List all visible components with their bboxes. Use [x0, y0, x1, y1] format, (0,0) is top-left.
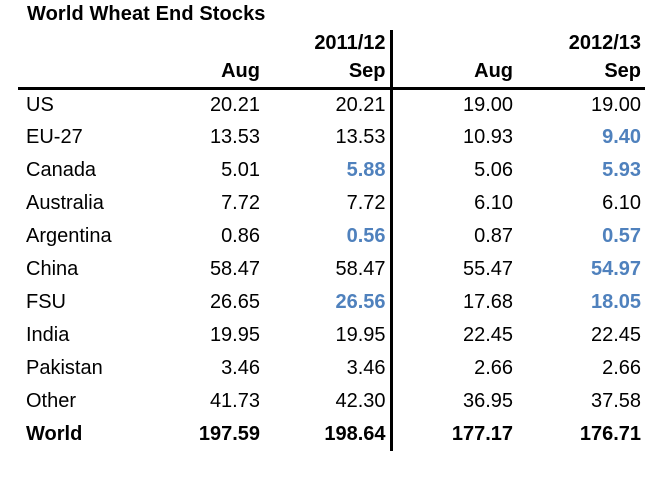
row-label: Australia — [26, 192, 104, 214]
month-header-aug-2011: Aug — [142, 57, 264, 90]
cell-value: 5.01 — [221, 159, 260, 181]
cell-value: 42.30 — [264, 385, 393, 418]
cell-value: 7.72 — [264, 187, 393, 220]
cell-value: 2.66 — [474, 357, 514, 379]
cell-value: 5.93 — [602, 159, 642, 181]
cell-value: 26.65 — [209, 291, 260, 313]
table-row-us: US 20.21 20.21 19.00 19.00 — [18, 88, 645, 121]
cell-value: 37.58 — [590, 390, 642, 412]
cell-value: 20.21 — [209, 93, 260, 116]
row-label: Pakistan — [26, 357, 103, 379]
cell-value: 0.86 — [221, 225, 260, 247]
table-row-china: China 58.47 58.47 55.47 54.97 — [18, 253, 645, 286]
month-header-row: Aug Sep Aug Sep — [18, 57, 646, 90]
cell-value: 6.10 — [474, 192, 514, 214]
cell-value: 19.00 — [590, 93, 642, 116]
month-header-aug-2012: Aug — [391, 57, 518, 90]
table-row-pakistan: Pakistan 3.46 3.46 2.66 2.66 — [18, 352, 645, 385]
month-header-sep-2011: Sep — [264, 57, 393, 90]
row-label: FSU — [26, 291, 66, 313]
cell-value: 19.00 — [462, 93, 514, 116]
year-header-row: 2011/12 2012/13 — [18, 30, 645, 57]
cell-value: 55.47 — [462, 258, 514, 280]
cell-value: 7.72 — [221, 192, 260, 214]
cell-value: 54.97 — [590, 258, 642, 280]
table-row-fsu: FSU 26.65 26.56 17.68 18.05 — [18, 286, 645, 319]
cell-value: 176.71 — [579, 423, 642, 445]
table-row-world: World 197.59 198.64 177.17 176.71 — [18, 418, 645, 451]
table-row-australia: Australia 7.72 7.72 6.10 6.10 — [18, 187, 645, 220]
row-label: US — [26, 93, 54, 116]
cell-value: 0.87 — [474, 225, 514, 247]
table-row-india: India 19.95 19.95 22.45 22.45 — [18, 319, 645, 352]
row-label: Canada — [26, 159, 97, 181]
row-label: EU-27 — [26, 126, 83, 148]
month-header-sep-2012: Sep — [517, 57, 646, 90]
cell-value: 0.57 — [602, 225, 642, 247]
table-row-eu-27: EU-27 13.53 13.53 10.93 9.40 — [18, 121, 645, 154]
cell-value: 17.68 — [462, 291, 514, 313]
row-label: China — [26, 258, 79, 280]
year-group-2011-12: 2011/12 — [142, 30, 393, 57]
page-title: World Wheat End Stocks — [27, 3, 266, 25]
wheat-stocks-table: 2011/12 2012/13 Aug Sep Aug Sep US 20.21… — [18, 30, 646, 451]
cell-value: 20.21 — [264, 88, 393, 121]
table-row-argentina: Argentina 0.86 0.56 0.87 0.57 — [18, 220, 645, 253]
row-label: World — [26, 423, 83, 445]
corner-spacer — [18, 30, 142, 57]
cell-value: 177.17 — [451, 423, 514, 445]
cell-value: 58.47 — [264, 253, 393, 286]
cell-value: 9.40 — [602, 126, 642, 148]
cell-value: 197.59 — [198, 423, 260, 445]
row-label: Other — [26, 390, 77, 412]
cell-value: 13.53 — [209, 126, 260, 148]
cell-value: 18.05 — [590, 291, 642, 313]
cell-value: 26.56 — [264, 286, 393, 319]
cell-value: 198.64 — [264, 418, 393, 451]
cell-value: 10.93 — [462, 126, 514, 148]
cell-value: 3.46 — [264, 352, 393, 385]
cell-value: 0.56 — [264, 220, 393, 253]
corner-spacer — [18, 57, 142, 90]
cell-value: 5.06 — [474, 159, 514, 181]
cell-value: 2.66 — [602, 357, 642, 379]
cell-value: 36.95 — [462, 390, 514, 412]
cell-value: 19.95 — [209, 324, 260, 346]
cell-value: 41.73 — [209, 390, 260, 412]
cell-value: 5.88 — [264, 154, 393, 187]
cell-value: 13.53 — [264, 121, 393, 154]
table-row-other: Other 41.73 42.30 36.95 37.58 — [18, 385, 645, 418]
cell-value: 22.45 — [462, 324, 514, 346]
cell-value: 58.47 — [209, 258, 260, 280]
cell-value: 19.95 — [264, 319, 393, 352]
cell-value: 22.45 — [590, 324, 642, 346]
table-row-canada: Canada 5.01 5.88 5.06 5.93 — [18, 154, 645, 187]
cell-value: 3.46 — [221, 357, 260, 379]
cell-value: 6.10 — [602, 192, 642, 214]
row-label: India — [26, 324, 70, 346]
row-label: Argentina — [26, 225, 112, 247]
year-group-2012-13: 2012/13 — [568, 32, 642, 54]
